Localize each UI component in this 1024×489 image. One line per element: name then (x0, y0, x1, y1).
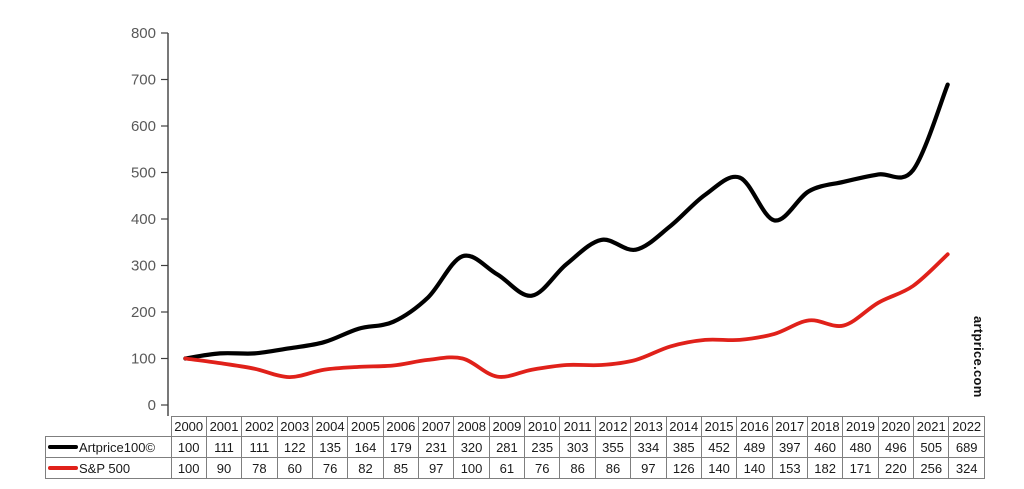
year-header-cell: 2002 (241, 416, 278, 437)
table-value-cell: 135 (311, 436, 349, 458)
year-header-cell: 2003 (276, 416, 313, 437)
table-value-cell: 82 (347, 457, 384, 479)
table-value-cell: 122 (276, 436, 313, 458)
legend-line-swatch (48, 445, 78, 450)
table-value-cell: 97 (630, 457, 667, 479)
table-value-cell: 231 (418, 436, 455, 458)
year-header-cell: 2017 (771, 416, 808, 437)
year-header-cell: 2006 (382, 416, 420, 437)
table-value-cell: 90 (205, 457, 243, 479)
table-value-cell: 480 (842, 436, 879, 458)
year-header-cell: 2018 (806, 416, 844, 437)
year-header-cell: 2016 (736, 416, 773, 437)
watermark-text: artprice.com (971, 316, 986, 398)
table-value-cell: 505 (913, 436, 950, 458)
legend-cell-artprice100: Artprice100© (45, 436, 172, 458)
y-axis-tick-label: 500 (131, 165, 156, 182)
year-header-cell: 2022 (948, 416, 985, 437)
year-header-cell: 2013 (630, 416, 667, 437)
table-value-cell: 171 (842, 457, 879, 479)
series-line-s-p-500 (183, 252, 950, 380)
table-value-cell: 100 (170, 436, 207, 458)
table-value-cell: 100 (453, 457, 490, 479)
table-value-cell: 61 (488, 457, 526, 479)
table-year-header-row: 2000 2001 2002 2003 2004 2005 2006 2007 2008 2009… (45, 416, 985, 437)
year-header-cell: 2007 (418, 416, 455, 437)
table-value-cell: 355 (594, 436, 632, 458)
legend-label: Artprice100© (79, 439, 156, 455)
table-value-cell: 140 (736, 457, 773, 479)
year-header-cell: 2008 (453, 416, 490, 437)
year-header-cell: 2021 (913, 416, 950, 437)
table-value-cell: 111 (205, 436, 243, 458)
year-header-cell: 2009 (488, 416, 526, 437)
table-value-cell: 126 (665, 457, 702, 479)
table-series-row: Artprice100© 100 111 111 122 135 164 179 231 320 2… (45, 436, 985, 458)
table-value-cell: 385 (665, 436, 702, 458)
year-header-cell: 2019 (842, 416, 879, 437)
legend-label: S&P 500 (79, 460, 131, 476)
table-series-row: S&P 500 100 90 78 60 76 82 85 97 100 61 76 86 86 97 126… (45, 457, 985, 479)
chart-data-table: 2000 2001 2002 2003 2004 2005 2006 2007 2008 2009… (45, 416, 985, 479)
table-value-cell: 334 (630, 436, 667, 458)
year-header-cell: 2014 (665, 416, 702, 437)
year-header-cell: 2012 (594, 416, 632, 437)
year-header-cell: 2015 (700, 416, 738, 437)
table-value-cell: 164 (347, 436, 384, 458)
table-corner-blank (45, 416, 171, 437)
table-value-cell: 320 (453, 436, 490, 458)
table-value-cell: 303 (559, 436, 596, 458)
table-value-cell: 179 (382, 436, 420, 458)
table-value-cell: 78 (241, 457, 278, 479)
table-value-cell: 76 (311, 457, 349, 479)
table-value-cell: 397 (771, 436, 808, 458)
y-axis-tick-label: 400 (131, 211, 156, 228)
table-value-cell: 85 (382, 457, 420, 479)
y-axis-tick-label: 600 (131, 118, 156, 135)
legend-line-swatch (48, 466, 78, 471)
year-header-cell: 2011 (559, 416, 596, 437)
table-value-cell: 324 (948, 457, 985, 479)
y-axis-tick-label: 800 (131, 25, 156, 42)
table-value-cell: 460 (806, 436, 844, 458)
y-axis-tick-label: 0 (148, 397, 156, 414)
table-value-cell: 140 (700, 457, 738, 479)
y-axis-tick-label: 100 (131, 351, 156, 368)
table-value-cell: 281 (488, 436, 526, 458)
table-value-cell: 60 (276, 457, 313, 479)
table-value-cell: 97 (418, 457, 455, 479)
table-value-cell: 452 (700, 436, 738, 458)
table-value-cell: 86 (559, 457, 596, 479)
table-value-cell: 220 (877, 457, 915, 479)
legend-cell-s-p-500: S&P 500 (45, 457, 172, 479)
line-chart-plot: 0 100 200 300 400 500 600 700 800 (131, 25, 950, 416)
table-value-cell: 76 (524, 457, 561, 479)
year-header-cell: 2005 (347, 416, 384, 437)
table-value-cell: 100 (170, 457, 207, 479)
year-header-cell: 2004 (311, 416, 349, 437)
table-value-cell: 182 (806, 457, 844, 479)
year-header-cell: 2010 (524, 416, 561, 437)
table-value-cell: 235 (524, 436, 561, 458)
table-value-cell: 489 (736, 436, 773, 458)
table-value-cell: 111 (241, 436, 278, 458)
year-header-cell: 2020 (877, 416, 915, 437)
year-header-cell: 2000 (170, 416, 207, 437)
table-value-cell: 153 (771, 457, 808, 479)
table-value-cell: 496 (877, 436, 915, 458)
table-value-cell: 86 (594, 457, 632, 479)
year-header-cell: 2001 (205, 416, 243, 437)
y-axis-tick-label: 700 (131, 72, 156, 89)
table-value-cell: 689 (948, 436, 985, 458)
table-value-cell: 256 (913, 457, 950, 479)
series-line-artprice100 (183, 82, 950, 361)
y-axis-tick-label: 300 (131, 258, 156, 275)
y-axis-tick-label: 200 (131, 304, 156, 321)
